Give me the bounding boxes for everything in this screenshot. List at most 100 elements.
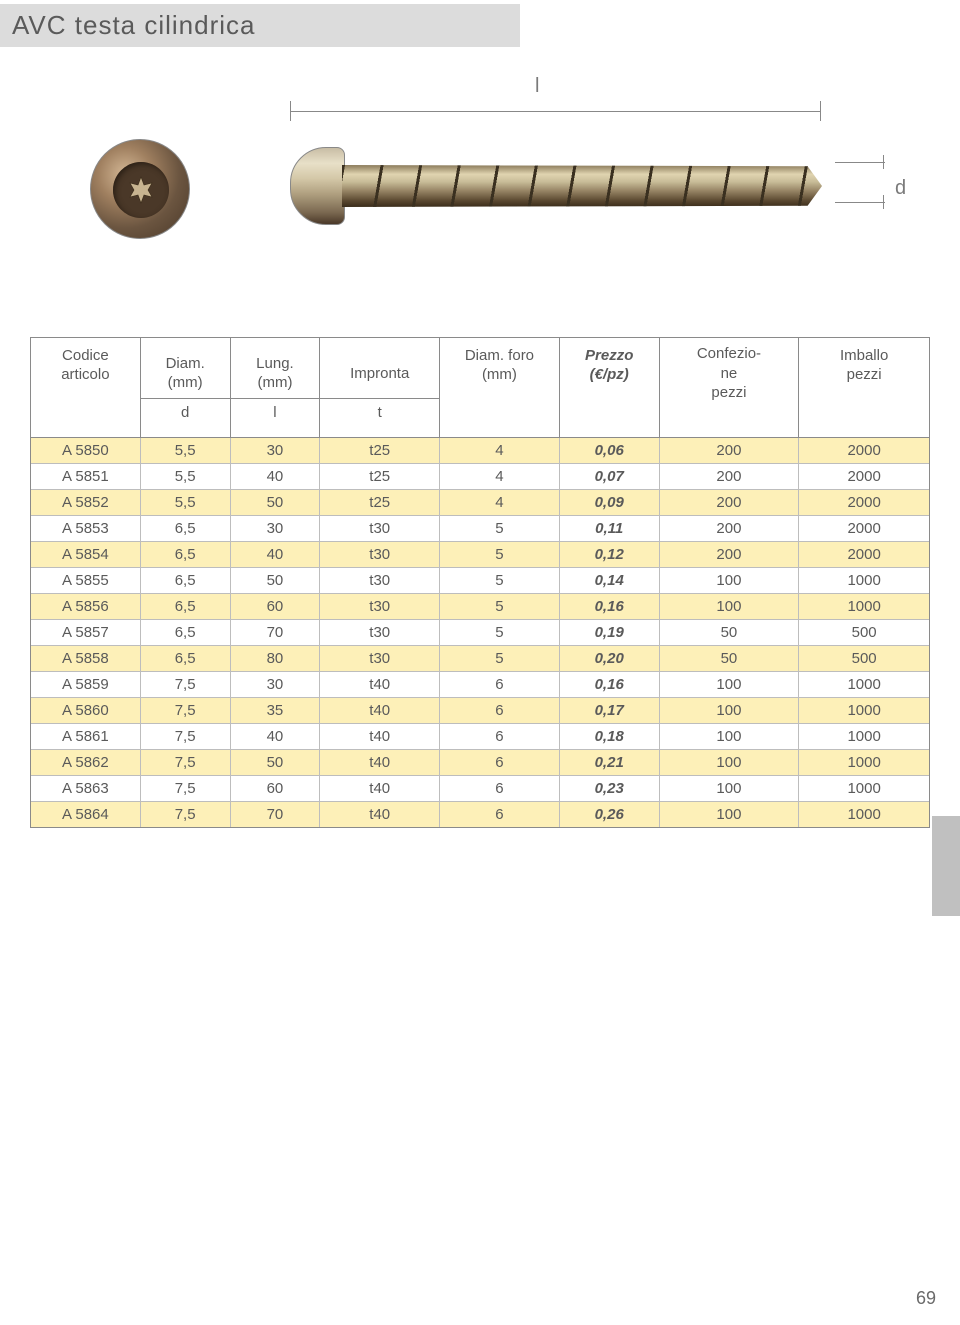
table-cell: 50 [231,490,321,515]
table-cell: 1000 [799,776,929,801]
table-cell: 60 [231,776,321,801]
table-cell: t30 [320,620,440,645]
table-cell: t25 [320,438,440,463]
table-cell: 100 [660,698,800,723]
table-row: A 58566,560t3050,161001000 [31,594,929,620]
table-cell: 6,5 [141,542,231,567]
table-cell: A 5856 [31,594,141,619]
table-row: A 58637,560t4060,231001000 [31,776,929,802]
table-header-cell: Improntat [320,338,440,437]
table-cell: 6 [440,724,560,749]
table-cell: t25 [320,490,440,515]
table-cell: A 5854 [31,542,141,567]
table-cell: 6,5 [141,620,231,645]
table-cell: 5 [440,542,560,567]
table-cell: A 5861 [31,724,141,749]
table-cell: 1000 [799,802,929,827]
table-cell: 0,12 [560,542,660,567]
table-row: A 58536,530t3050,112002000 [31,516,929,542]
table-cell: 1000 [799,750,929,775]
table-cell: 5 [440,516,560,541]
table-cell: 200 [660,464,800,489]
table-cell: 6 [440,750,560,775]
diameter-line-bottom [835,202,885,203]
table-cell: t30 [320,516,440,541]
page-number: 69 [916,1288,936,1309]
table-cell: A 5851 [31,464,141,489]
table-cell: 0,14 [560,568,660,593]
table-cell: 7,5 [141,750,231,775]
table-cell: 100 [660,802,800,827]
diameter-tick-bottom [883,195,884,209]
table-cell: 2000 [799,464,929,489]
table-cell: 0,23 [560,776,660,801]
table-cell: 2000 [799,516,929,541]
title-bar: AVC testa cilindrica [0,4,520,47]
table-cell: 7,5 [141,724,231,749]
table-cell: 1000 [799,672,929,697]
diameter-label: d [895,177,906,200]
table-body: A 58505,530t2540,062002000A 58515,540t25… [31,438,929,827]
table-cell: 1000 [799,568,929,593]
table-cell: 5 [440,646,560,671]
table-cell: A 5853 [31,516,141,541]
table-cell: t40 [320,776,440,801]
table-cell: 6 [440,698,560,723]
table-header-cell: Diam. foro(mm) [440,338,560,437]
table-row: A 58607,535t4060,171001000 [31,698,929,724]
table-cell: 7,5 [141,698,231,723]
table-cell: 5,5 [141,490,231,515]
table-cell: A 5858 [31,646,141,671]
table-cell: 70 [231,620,321,645]
table-cell: 6 [440,672,560,697]
torx-icon [126,175,156,205]
table-cell: A 5863 [31,776,141,801]
table-cell: 40 [231,724,321,749]
table-cell: A 5852 [31,490,141,515]
table-cell: 1000 [799,724,929,749]
table-cell: 0,20 [560,646,660,671]
table-cell: 50 [660,620,800,645]
table-cell: A 5850 [31,438,141,463]
table-cell: 0,17 [560,698,660,723]
table-cell: 0,16 [560,594,660,619]
table-row: A 58546,540t3050,122002000 [31,542,929,568]
table-cell: 4 [440,438,560,463]
table-cell: 200 [660,516,800,541]
table-cell: 0,11 [560,516,660,541]
table-cell: 100 [660,750,800,775]
table-cell: 2000 [799,490,929,515]
table-cell: 200 [660,490,800,515]
table-cell: 5 [440,620,560,645]
table-cell: 6,5 [141,568,231,593]
table-cell: 50 [231,568,321,593]
table-cell: A 5859 [31,672,141,697]
table-cell: A 5860 [31,698,141,723]
table-cell: 100 [660,776,800,801]
table-cell: 5 [440,594,560,619]
table-cell: 5,5 [141,464,231,489]
table-cell: A 5857 [31,620,141,645]
page-title: AVC testa cilindrica [12,10,256,40]
table-cell: 50 [231,750,321,775]
length-dimension-line [290,111,820,112]
table-row: A 58647,570t4060,261001000 [31,802,929,827]
table-cell: 50 [660,646,800,671]
table-cell: 0,21 [560,750,660,775]
side-tab [932,816,960,916]
table-cell: t30 [320,594,440,619]
table-cell: 80 [231,646,321,671]
table-cell: 4 [440,464,560,489]
table-cell: 35 [231,698,321,723]
diameter-tick-top [883,155,884,169]
table-cell: 40 [231,464,321,489]
table-header-cell: Diam.(mm)d [141,338,231,437]
screw-shaft [342,165,822,207]
table-cell: 5 [440,568,560,593]
table-header-cell: Lung.(mm)l [231,338,321,437]
table-cell: t40 [320,802,440,827]
table-cell: 40 [231,542,321,567]
table-header-cell: Prezzo(€/pz) [560,338,660,437]
table-row: A 58525,550t2540,092002000 [31,490,929,516]
table-cell: 100 [660,594,800,619]
